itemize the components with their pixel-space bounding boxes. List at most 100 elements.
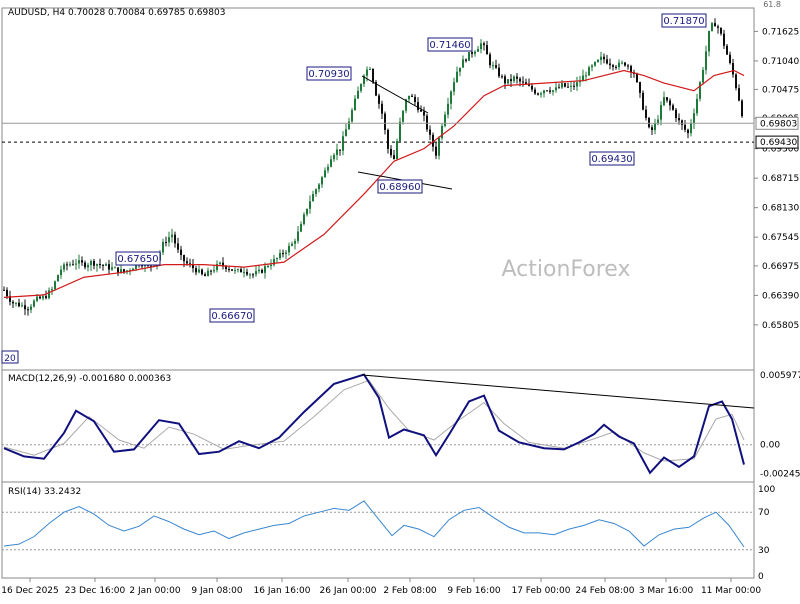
candle-body	[279, 253, 281, 259]
candle-body	[9, 296, 11, 302]
candle-body	[531, 85, 533, 90]
candle-body	[372, 68, 374, 82]
candle-body	[231, 269, 233, 271]
candle-body	[81, 260, 83, 263]
candle-body	[543, 90, 545, 94]
candle-body	[642, 92, 644, 110]
candle-body	[234, 270, 236, 272]
candle-body	[741, 100, 743, 117]
candle-body	[471, 52, 473, 54]
candle-body	[264, 266, 266, 273]
candle-body	[216, 264, 218, 271]
candle-body	[288, 245, 290, 253]
svg-text:0.67650: 0.67650	[117, 254, 158, 265]
candle-body	[528, 84, 530, 86]
candle-body	[45, 296, 47, 299]
candle-body	[222, 262, 224, 267]
candle-body	[411, 95, 413, 97]
candle-body	[336, 149, 338, 155]
swing-label: 0.70930	[306, 66, 352, 81]
candle-body	[117, 267, 119, 273]
candle-body	[198, 269, 200, 273]
candle-body	[327, 166, 329, 171]
candle-body	[63, 264, 65, 270]
rsi-tick-label: 0	[758, 572, 764, 582]
candle-body	[378, 95, 380, 104]
candle-body	[444, 114, 446, 126]
candle-body	[384, 113, 386, 130]
price-tick-label: 0.69300	[762, 145, 799, 155]
candle-body	[294, 240, 296, 244]
candle-body	[612, 65, 614, 67]
candle-body	[546, 90, 548, 92]
candle-body	[648, 117, 650, 128]
candle-body	[150, 265, 152, 267]
candle-body	[75, 263, 77, 265]
candle-body	[525, 82, 527, 85]
candle-body	[66, 264, 68, 266]
candle-body	[114, 267, 116, 269]
candle-body	[174, 234, 176, 244]
candle-body	[243, 271, 245, 273]
candle-body	[324, 170, 326, 178]
candle-body	[225, 266, 227, 270]
candle-body	[135, 263, 137, 269]
time-tick-label: 9 Feb 16:00	[447, 586, 501, 596]
candle-body	[192, 264, 194, 269]
candle-body	[306, 208, 308, 215]
candle-body	[177, 243, 179, 250]
candle-body	[297, 231, 299, 241]
candle-body	[36, 296, 38, 301]
candle-body	[654, 123, 656, 131]
time-tick-label: 24 Feb 08:00	[575, 586, 634, 596]
time-tick-label: 26 Jan 00:00	[320, 586, 377, 596]
candle-body	[165, 242, 167, 244]
time-axis: 16 Dec 2025 23 Dec 16:00 2 Jan 00:00 9 Jan …	[1, 578, 761, 596]
candle-body	[600, 56, 602, 60]
candle-body	[576, 82, 578, 87]
candle-body	[345, 129, 347, 137]
candle-body	[33, 300, 35, 307]
candle-body	[603, 56, 605, 60]
rsi-y-axis: 100 70 30 0	[758, 485, 775, 582]
candle-body	[552, 90, 554, 92]
candle-body	[594, 61, 596, 66]
svg-text:0.71460: 0.71460	[429, 40, 470, 51]
candle-body	[486, 45, 488, 55]
rsi-line	[3, 500, 745, 548]
candle-body	[510, 79, 512, 82]
candle-body	[303, 214, 305, 224]
candle-body	[339, 149, 341, 151]
candle-body	[27, 309, 29, 311]
candle-body	[564, 83, 566, 87]
candle-body	[447, 103, 449, 115]
candle-body	[42, 296, 44, 299]
time-tick-label: 2 Feb 08:00	[383, 586, 437, 596]
price-y-axis: 0.716250.710400.704750.699050.693000.687…	[754, 27, 799, 331]
candle-body	[120, 269, 122, 273]
candle-body	[684, 124, 686, 130]
candle-body	[300, 223, 302, 232]
candle-body	[591, 65, 593, 68]
candle-body	[210, 270, 212, 272]
candle-body	[228, 269, 230, 271]
candle-body	[426, 115, 428, 130]
candle-body	[438, 138, 440, 156]
candle-body	[504, 76, 506, 84]
candle-body	[96, 264, 98, 266]
candle-body	[84, 262, 86, 268]
candle-body	[270, 264, 272, 266]
candle-body	[618, 62, 620, 68]
candle-body	[708, 30, 710, 52]
price-tick-label: 0.71625	[762, 27, 799, 37]
candle-body	[507, 79, 509, 84]
candle-body	[333, 154, 335, 160]
candle-body	[657, 119, 659, 124]
candle-body	[450, 91, 452, 104]
candle-body	[483, 43, 485, 46]
candle-body	[252, 274, 254, 276]
candle-body	[183, 255, 185, 262]
candle-body	[699, 82, 701, 99]
candle-body	[366, 69, 368, 76]
time-tick-label: 2 Jan 00:00	[129, 586, 181, 596]
